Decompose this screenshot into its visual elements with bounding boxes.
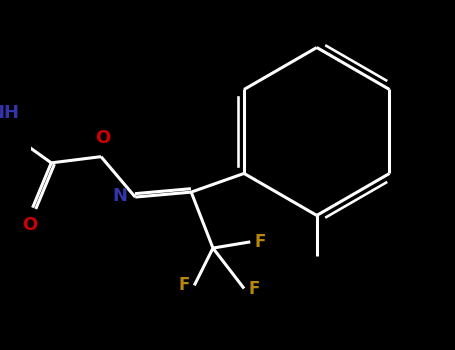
Text: O: O <box>95 129 110 147</box>
Text: F: F <box>178 276 190 294</box>
Text: F: F <box>248 280 260 298</box>
Text: F: F <box>255 233 266 251</box>
Text: NH: NH <box>0 104 20 122</box>
Text: N: N <box>113 187 128 205</box>
Text: O: O <box>22 216 37 235</box>
